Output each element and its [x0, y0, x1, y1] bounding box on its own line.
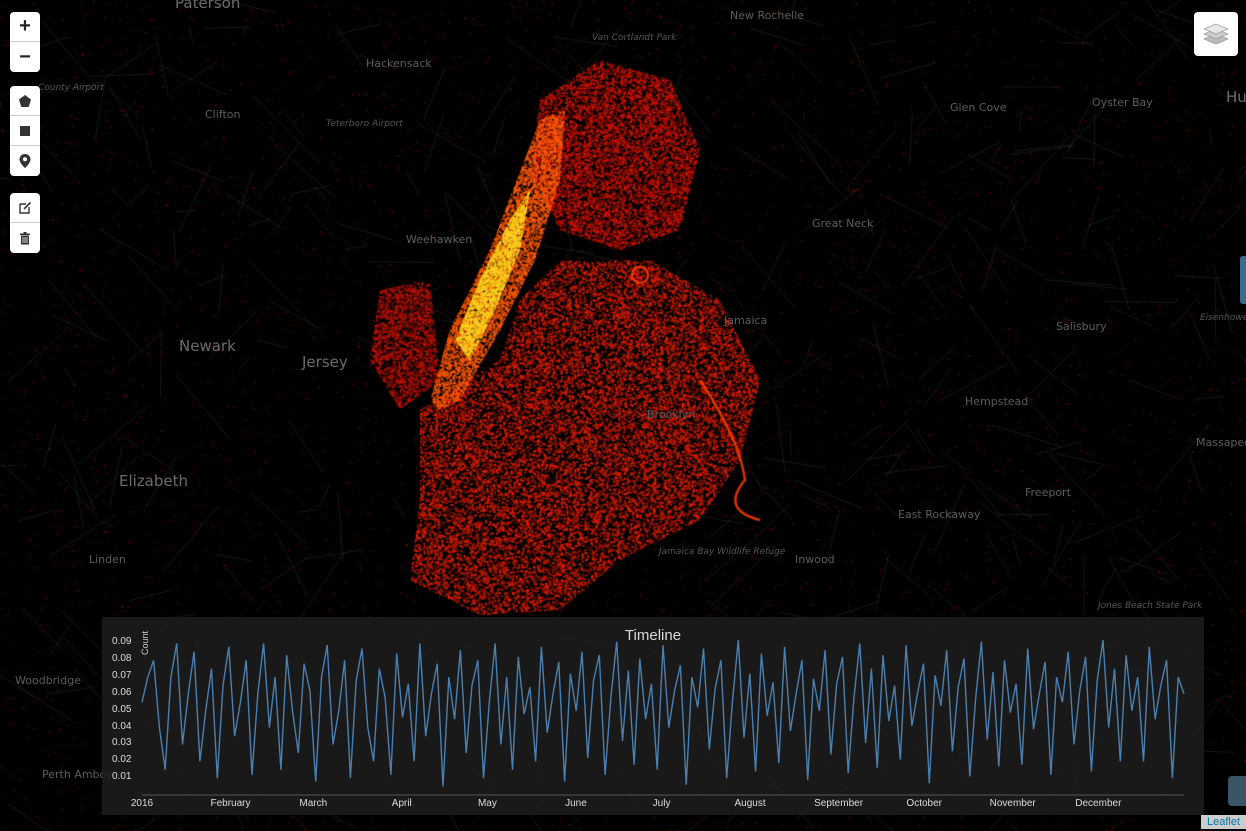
place-label: Freeport	[1025, 486, 1071, 499]
attribution-link[interactable]: Leaflet	[1200, 815, 1246, 829]
x-tick-label: April	[391, 798, 412, 809]
x-tick-label: October	[906, 798, 942, 809]
side-slider-handle[interactable]	[1240, 256, 1246, 304]
zoom-control: + −	[10, 12, 40, 72]
place-label: Jamaica	[724, 314, 768, 327]
place-label: County Airport	[38, 83, 104, 93]
y-tick-label: 0.03	[112, 737, 132, 749]
place-label: Hempstead	[965, 395, 1029, 408]
place-label: Van Cortlandt Park	[592, 33, 677, 43]
delete-layers-button[interactable]	[10, 223, 40, 253]
layer-switcher-button[interactable]	[1194, 12, 1238, 56]
y-tick-label: 0.09	[112, 636, 132, 648]
x-tick-label: July	[652, 798, 671, 809]
timeline-title: Timeline	[624, 627, 682, 644]
place-label: Weehawken	[406, 233, 473, 246]
side-widget-button[interactable]	[1228, 776, 1246, 806]
place-label: Oyster Bay	[1092, 96, 1153, 109]
place-label: Paterson	[175, 0, 241, 12]
place-label: Massapequa Park	[1196, 436, 1246, 449]
draw-rectangle-button[interactable]	[10, 116, 40, 146]
place-label: Woodbridge	[15, 674, 81, 687]
place-label: Inwood	[795, 553, 835, 566]
polygon-icon	[19, 94, 31, 107]
place-label: Hu	[1226, 88, 1246, 106]
edit-icon	[18, 201, 31, 214]
x-tick-label: September	[814, 798, 864, 809]
y-tick-label: 0.02	[112, 754, 132, 766]
x-tick-label: August	[734, 798, 766, 809]
place-label: Glen Cove	[950, 101, 1007, 114]
place-label: Jersey	[302, 353, 348, 371]
y-tick-label: 0.01	[112, 771, 132, 783]
place-label: Eisenhower Park	[1200, 313, 1246, 323]
y-tick-label: 0.08	[112, 653, 132, 665]
x-tick-label: June	[565, 798, 587, 809]
zoom-out-button[interactable]: −	[19, 45, 31, 68]
x-tick-label: December	[1075, 798, 1122, 809]
place-label: Perth Amboy	[42, 768, 113, 781]
place-label: East Rockaway	[898, 508, 981, 521]
trash-icon	[20, 231, 30, 244]
zoom-in-button[interactable]: +	[10, 12, 40, 42]
place-label: Brooklyn	[647, 408, 696, 421]
place-label: Clifton	[205, 108, 241, 121]
y-tick-label: 0.07	[112, 670, 132, 682]
x-tick-label: November	[989, 798, 1036, 809]
place-label: Hackensack	[366, 57, 432, 70]
place-label: Jamaica Bay Wildlife Refuge	[659, 547, 786, 557]
x-tick-label: 2016	[130, 798, 154, 809]
y-tick-label: 0.05	[112, 703, 132, 715]
layers-icon	[1203, 23, 1229, 45]
draw-polygon-button[interactable]	[10, 86, 40, 116]
rectangle-icon	[20, 125, 30, 136]
place-label: Elizabeth	[119, 472, 189, 490]
place-label: Jones Beach State Park	[1098, 601, 1203, 611]
x-tick-label: March	[299, 798, 328, 809]
timeline-panel: Timeline Count 0.09 0.08 0.07 0.06 0.05 0.04 0…	[102, 617, 1204, 815]
place-label: Linden	[89, 553, 126, 566]
x-tick-label: February	[210, 798, 251, 809]
place-label: New Rochelle	[730, 9, 805, 22]
place-label: Newark	[179, 337, 236, 355]
draw-marker-button[interactable]	[10, 146, 40, 176]
place-label: Great Neck	[812, 217, 874, 230]
x-tick-label: May	[477, 798, 497, 809]
edit-layers-button[interactable]	[10, 193, 40, 223]
y-tick-label: 0.04	[112, 720, 132, 732]
y-tick-label: 0.06	[112, 686, 132, 698]
draw-toolbar	[10, 86, 40, 176]
place-label: Teterboro Airport	[326, 119, 403, 129]
place-label: Salisbury	[1056, 320, 1107, 333]
timeline-chart[interactable]	[102, 617, 1204, 815]
marker-icon	[19, 154, 31, 168]
timeline-series-line	[141, 640, 1185, 787]
edit-toolbar	[10, 193, 40, 253]
